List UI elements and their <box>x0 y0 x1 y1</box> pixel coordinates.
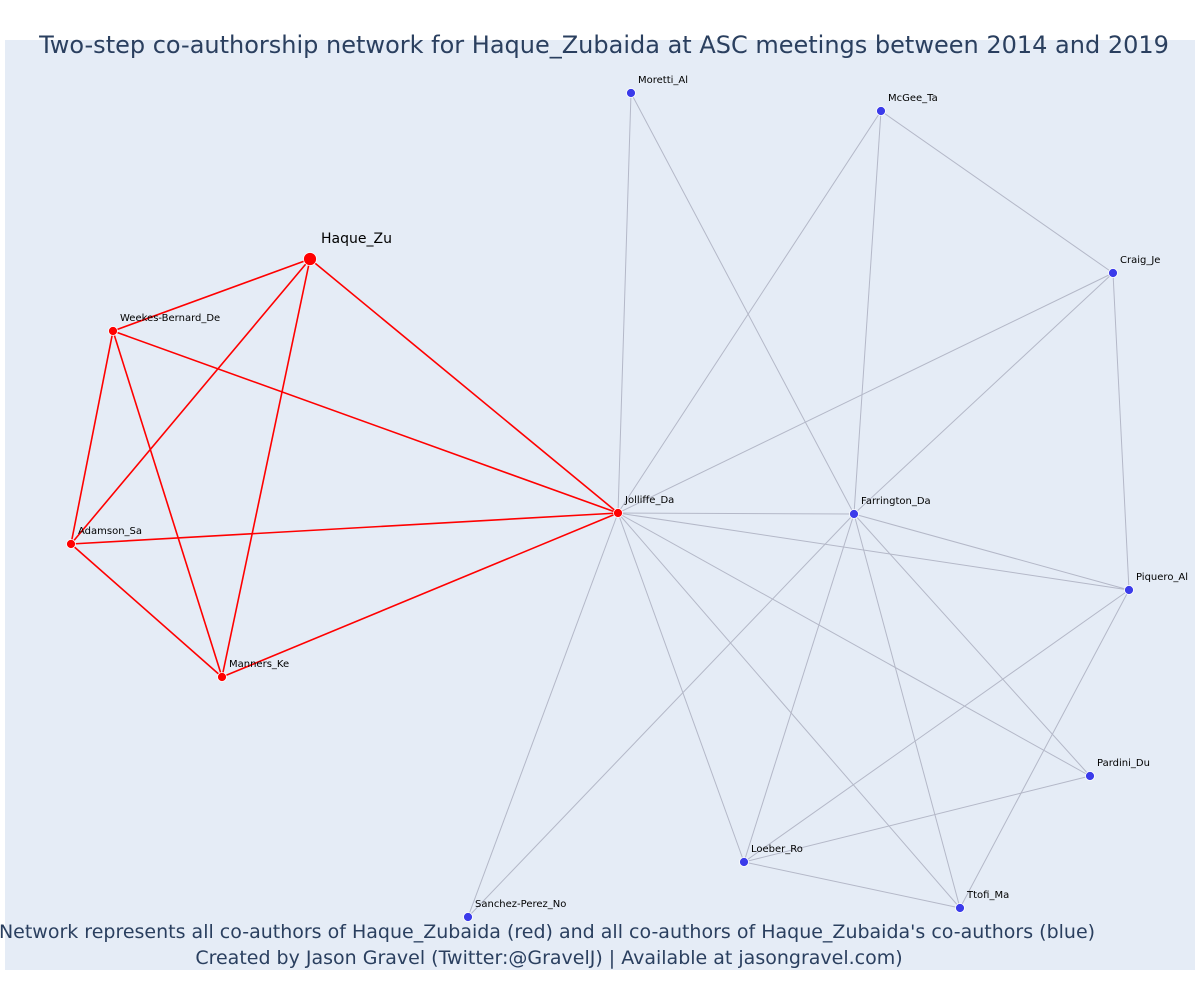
node-label-piquero-al: Piquero_Al <box>1136 572 1188 583</box>
node-label-haque-zu: Haque_Zu <box>321 231 392 247</box>
node-label-adamson-sa: Adamson_Sa <box>78 526 142 537</box>
node-label-manners-ke: Manners_Ke <box>229 659 289 670</box>
node-mcgee-ta[interactable] <box>876 106 886 116</box>
edge-second-mcgee-ta-to-farrington-da <box>853 110 882 515</box>
edge-second-jolliffe-da-to-loeber-ro <box>617 512 745 863</box>
node-weekes-bernard-de[interactable] <box>108 326 118 336</box>
edge-first-weekes-bernard-de-to-adamson-sa <box>70 330 114 545</box>
edge-second-farrington-da-to-pardini-du <box>853 513 1091 777</box>
edge-second-jolliffe-da-to-mcgee-ta <box>617 110 882 514</box>
caption-line-1: Network represents all co-authors of Haq… <box>0 921 1095 943</box>
edge-first-haque-zu-to-jolliffe-da <box>309 258 619 514</box>
node-jolliffe-da[interactable] <box>613 508 623 518</box>
edge-first-haque-zu-to-manners-ke <box>221 258 311 678</box>
node-label-mcgee-ta: McGee_Ta <box>888 93 938 104</box>
edge-second-jolliffe-da-to-farrington-da <box>617 512 855 515</box>
node-loeber-ro[interactable] <box>739 857 749 867</box>
edge-second-jolliffe-da-to-sanchez-perez-no <box>467 512 619 918</box>
node-label-weekes-bernard-de: Weekes-Bernard_De <box>120 313 220 324</box>
edge-second-farrington-da-to-loeber-ro <box>743 513 855 863</box>
caption-line-2: Created by Jason Gravel (Twitter:@Gravel… <box>195 947 902 969</box>
node-pardini-du[interactable] <box>1085 771 1095 781</box>
network-nodes <box>66 88 1134 922</box>
edge-second-jolliffe-da-to-piquero-al <box>617 512 1130 591</box>
edge-second-craig-je-to-farrington-da <box>853 272 1114 515</box>
edge-second-loeber-ro-to-ttofi-ma <box>743 861 961 909</box>
edge-first-adamson-sa-to-jolliffe-da <box>70 512 619 545</box>
edge-first-weekes-bernard-de-to-manners-ke <box>112 330 223 678</box>
edge-first-haque-zu-to-adamson-sa <box>70 258 311 545</box>
node-piquero-al[interactable] <box>1124 585 1134 595</box>
edge-second-farrington-da-to-piquero-al <box>853 513 1130 591</box>
edge-second-moretti-al-to-farrington-da <box>630 92 855 515</box>
edge-second-jolliffe-da-to-craig-je <box>617 272 1114 514</box>
second-step-edges <box>467 92 1130 918</box>
node-adamson-sa[interactable] <box>66 539 76 549</box>
node-sanchez-perez-no[interactable] <box>463 912 473 922</box>
node-ttofi-ma[interactable] <box>955 903 965 913</box>
edge-second-jolliffe-da-to-moretti-al <box>617 92 632 514</box>
edge-second-mcgee-ta-to-craig-je <box>880 110 1114 274</box>
node-labels: Haque_Zu Weekes-Bernard_De Adamson_Sa Manne… <box>78 75 1188 910</box>
edge-second-pardini-du-to-loeber-ro <box>743 775 1091 863</box>
edge-first-haque-zu-to-weekes-bernard-de <box>112 258 311 332</box>
node-haque-zu[interactable] <box>303 252 317 266</box>
first-step-edges <box>70 258 619 678</box>
edge-second-farrington-da-to-ttofi-ma <box>853 513 961 909</box>
node-label-jolliffe-da: Jolliffe_Da <box>624 495 674 506</box>
edge-first-adamson-sa-to-manners-ke <box>70 543 223 678</box>
node-label-moretti-al: Moretti_Al <box>638 75 688 86</box>
edge-second-craig-je-to-piquero-al <box>1112 272 1130 591</box>
node-farrington-da[interactable] <box>849 509 859 519</box>
node-label-ttofi-ma: Ttofi_Ma <box>966 890 1009 901</box>
edge-second-jolliffe-da-to-pardini-du <box>617 512 1091 777</box>
node-label-sanchez-perez-no: Sanchez-Perez_No <box>475 899 566 910</box>
chart-title: Two-step co-authorship network for Haque… <box>38 31 1169 59</box>
edge-first-weekes-bernard-de-to-jolliffe-da <box>112 330 619 514</box>
node-label-pardini-du: Pardini_Du <box>1097 758 1150 769</box>
node-label-farrington-da: Farrington_Da <box>861 496 931 507</box>
node-moretti-al[interactable] <box>626 88 636 98</box>
edge-second-jolliffe-da-to-ttofi-ma <box>617 512 961 909</box>
plot-background <box>5 40 1195 970</box>
node-craig-je[interactable] <box>1108 268 1118 278</box>
edge-first-manners-ke-to-jolliffe-da <box>221 512 619 678</box>
node-manners-ke[interactable] <box>217 672 227 682</box>
node-label-loeber-ro: Loeber_Ro <box>751 844 803 855</box>
edge-second-piquero-al-to-loeber-ro <box>743 589 1130 863</box>
node-label-craig-je: Craig_Je <box>1120 255 1160 266</box>
edge-second-farrington-da-to-sanchez-perez-no <box>467 513 855 918</box>
edge-second-piquero-al-to-ttofi-ma <box>959 589 1130 909</box>
